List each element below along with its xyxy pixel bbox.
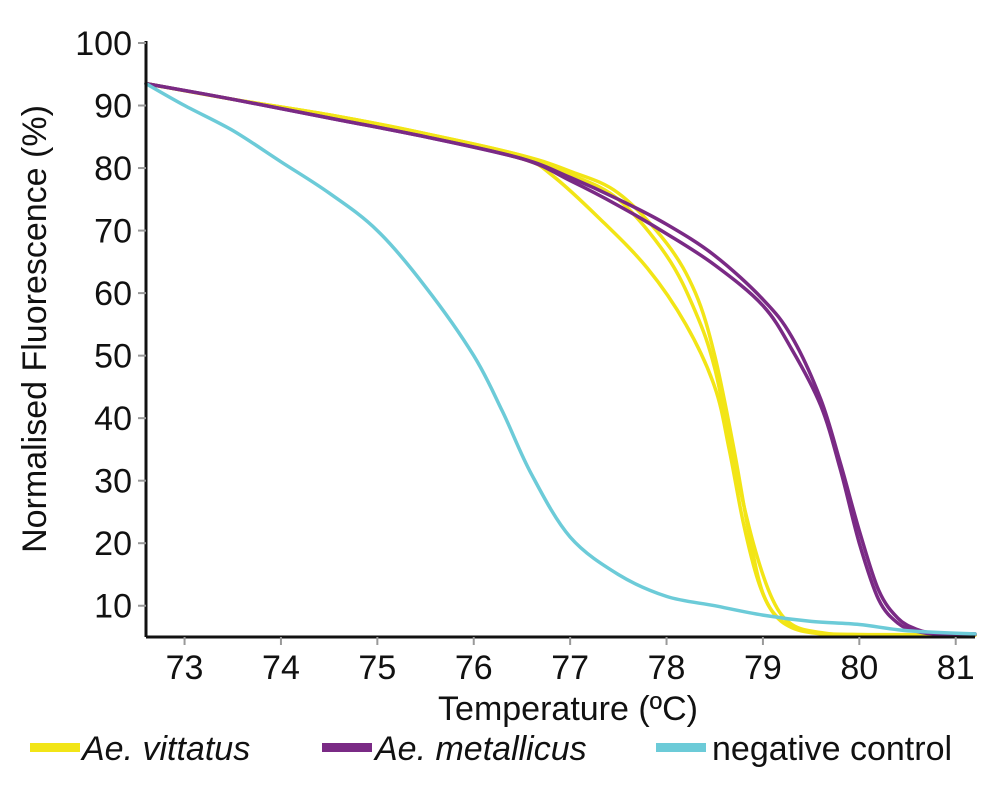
x-tick-label-75: 75 (358, 649, 396, 687)
ticks: 10 20 30 40 50 60 70 80 90 100 73 74 75 76 77 78 79 80 81 (75, 25, 974, 687)
legend: Ae. vittatus Ae. metallicus negative contr… (30, 730, 952, 768)
axes (144, 41, 975, 639)
x-tick-label-81: 81 (937, 649, 975, 687)
y-tick-label-80: 80 (94, 150, 132, 188)
y-tick-label-50: 50 (94, 338, 132, 376)
x-tick-label-79: 79 (744, 649, 782, 687)
series-line-control-6 (144, 81, 977, 636)
series-line-vittatus-1 (144, 81, 977, 637)
x-tick-label-73: 73 (166, 649, 204, 687)
legend-swatch-3 (656, 743, 706, 752)
y-tick-label-30: 30 (94, 463, 132, 501)
y-tick-label-100: 100 (75, 25, 132, 63)
x-tick-label-74: 74 (262, 649, 300, 687)
series-line-vittatus-3 (144, 81, 977, 637)
legend-label-3: negative control (712, 730, 952, 768)
legend-swatch-2 (322, 743, 372, 752)
legend-swatch-1 (30, 743, 80, 752)
y-tick-label-70: 70 (94, 213, 132, 251)
y-tick-label-40: 40 (94, 400, 132, 438)
x-tick-label-80: 80 (840, 649, 878, 687)
y-tick-label-60: 60 (94, 275, 132, 313)
y-tick-label-20: 20 (94, 525, 132, 563)
y-axis-title: Normalised Fluorescence (%) (16, 105, 54, 553)
x-tick-label-78: 78 (648, 649, 686, 687)
x-tick-label-77: 77 (551, 649, 589, 687)
y-tick-label-90: 90 (94, 88, 132, 126)
y-tick-label-10: 10 (94, 588, 132, 626)
legend-label-2: Ae. metallicus (373, 730, 587, 768)
legend-label-1: Ae. vittatus (80, 730, 250, 768)
series-line-metallicus-5 (144, 81, 977, 637)
plot-lines (144, 81, 977, 638)
x-tick-label-76: 76 (455, 649, 493, 687)
x-axis-title: Temperature (ºC) (438, 690, 698, 728)
